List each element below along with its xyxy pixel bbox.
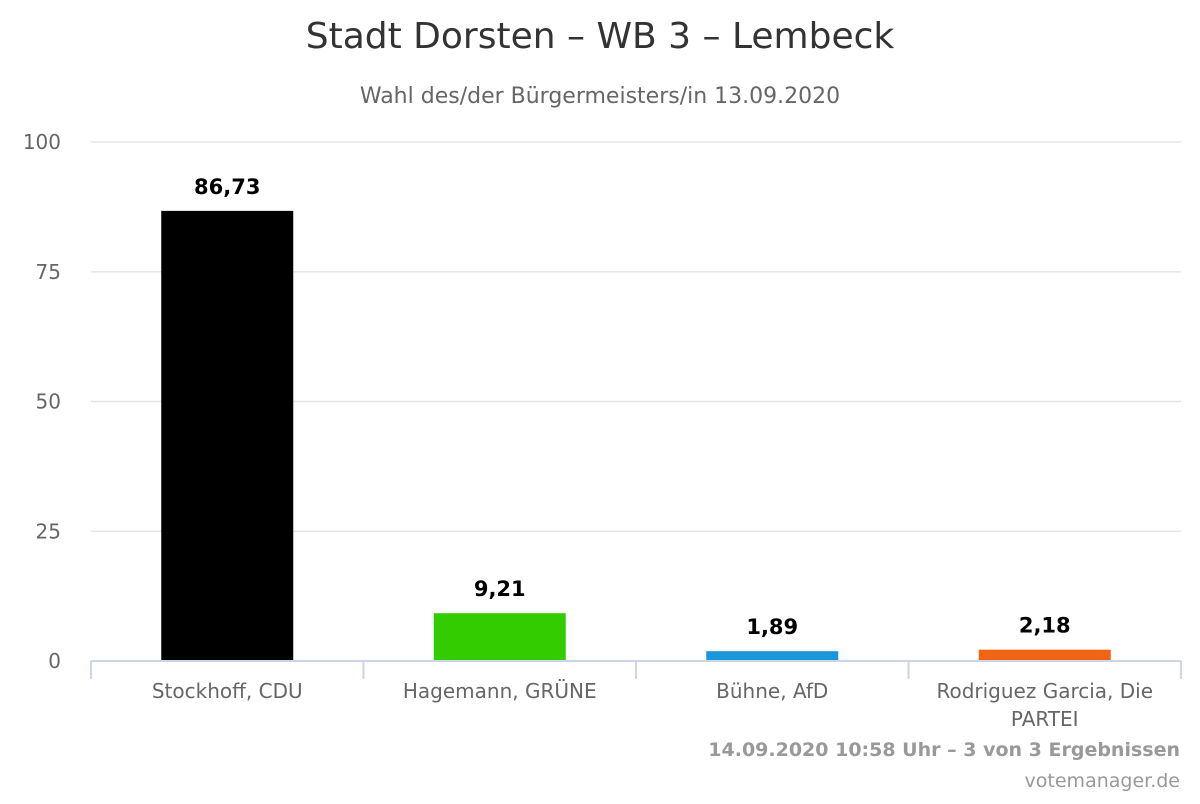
data-label: 86,73 bbox=[194, 175, 260, 199]
chart-subtitle: Wahl des/der Bürgermeisters/in 13.09.202… bbox=[360, 84, 840, 109]
x-tick-label: Stockhoff, CDU bbox=[152, 679, 303, 703]
y-tick-label: 100 bbox=[23, 130, 61, 154]
x-axis: Stockhoff, CDU Hagemann, GRÜNE Bühne, AfD R… bbox=[90, 660, 1182, 731]
x-tick-label: Hagemann, GRÜNE bbox=[403, 679, 597, 703]
bar[interactable] bbox=[161, 210, 294, 661]
x-tick-label: Bühne, AfD bbox=[716, 679, 828, 703]
data-labels: 86,73 9,21 1,89 2,18 bbox=[194, 175, 1071, 639]
credits-timestamp: 14.09.2020 10:58 Uhr – 3 von 3 Ergebniss… bbox=[708, 739, 1180, 761]
bar[interactable] bbox=[978, 649, 1111, 661]
data-label: 2,18 bbox=[1019, 614, 1071, 638]
y-tick-label: 0 bbox=[48, 649, 61, 673]
credits-link[interactable]: votemanager.de bbox=[1025, 770, 1180, 792]
y-tick-label: 25 bbox=[36, 519, 61, 543]
x-tick-label: Rodriguez Garcia, Die PARTEI bbox=[936, 679, 1153, 731]
y-axis-ticks: 0 25 50 75 100 bbox=[23, 130, 61, 673]
bar[interactable] bbox=[706, 651, 839, 661]
data-label: 1,89 bbox=[746, 615, 798, 639]
y-tick-label: 50 bbox=[36, 390, 61, 414]
y-tick-label: 75 bbox=[36, 260, 61, 284]
bar[interactable] bbox=[433, 613, 566, 661]
data-label: 9,21 bbox=[474, 577, 526, 601]
bars bbox=[161, 210, 1111, 661]
chart-title: Stadt Dorsten – WB 3 – Lembeck bbox=[306, 16, 895, 57]
